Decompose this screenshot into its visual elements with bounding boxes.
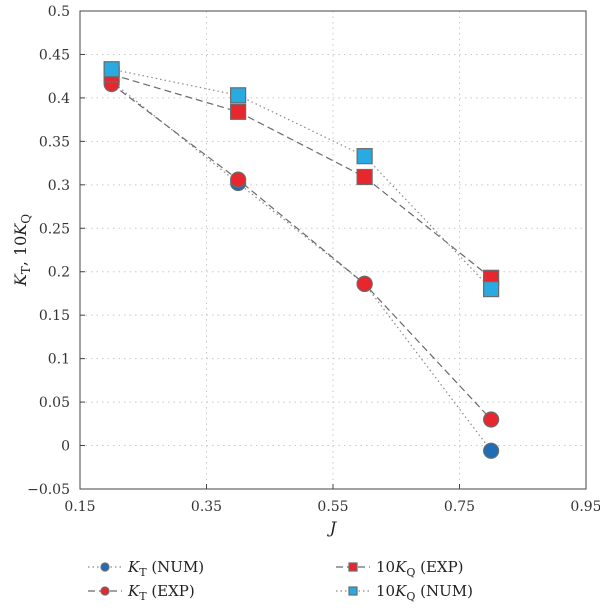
y-label-k: K <box>11 273 30 287</box>
y-tick-label: 0.45 <box>39 47 70 63</box>
x-tick-label: 0.55 <box>317 499 348 515</box>
series-1-point <box>356 275 373 292</box>
y-tick-label: −0.05 <box>27 482 70 498</box>
legend-item-2: 10KQ (EXP) <box>336 558 464 579</box>
y-label-k2: K <box>11 223 30 237</box>
series-3-point <box>483 281 500 298</box>
y-tick-label: 0.4 <box>48 91 70 107</box>
ticks: 0.15 0.35 0.55 0.75 0.95 −0.05 0 0.05 0.1 0.15 0.2… <box>27 4 600 515</box>
x-tick-label: 0.35 <box>191 499 222 515</box>
legend-label: KT (NUM) <box>127 558 204 579</box>
series-line-2 <box>111 73 492 279</box>
series-layer <box>103 61 500 459</box>
series-3-point <box>356 148 373 165</box>
series-3-point <box>230 87 247 104</box>
legend-label: KT (EXP) <box>127 582 195 603</box>
legend-marker <box>348 586 358 596</box>
y-tick-label: 0.1 <box>48 352 70 368</box>
x-tick-label: 0.95 <box>570 499 600 515</box>
series-line-3 <box>111 68 492 290</box>
y-axis-label: KT, 10KQ <box>11 214 33 287</box>
legend-label: 10KQ (NUM) <box>376 582 473 603</box>
x-axis-label: J <box>327 518 338 537</box>
y-tick-label: 0.5 <box>48 4 70 20</box>
y-label-sub-q: Q <box>19 214 33 224</box>
y-tick-label: 0.2 <box>48 265 70 281</box>
y-tick-label: 0.05 <box>39 395 70 411</box>
y-tick-label: 0.25 <box>39 221 70 237</box>
legend-marker <box>348 562 358 572</box>
x-tick-label: 0.75 <box>444 499 475 515</box>
y-tick-label: 0.15 <box>39 308 70 324</box>
x-tick-label: 0.15 <box>64 499 95 515</box>
legend-marker <box>100 562 110 572</box>
series-1-point <box>483 411 500 428</box>
series-line-0 <box>111 80 492 452</box>
y-label-sub-t: T <box>19 266 33 274</box>
legend-label: 10KQ (EXP) <box>376 558 464 579</box>
y-tick-label: 0 <box>61 439 70 455</box>
legend: KT (NUM) 10KQ (EXP) KT (EXP) 10KQ (NUM) <box>88 558 473 603</box>
grid <box>80 11 586 489</box>
series-1-point <box>230 171 247 188</box>
y-label-sep: , 10 <box>11 236 30 267</box>
y-tick-label: 0.3 <box>48 178 70 194</box>
series-2-point <box>356 168 373 186</box>
legend-marker <box>100 586 110 596</box>
series-3-point <box>103 61 120 78</box>
series-line-1 <box>111 83 492 420</box>
series-0-point <box>483 442 500 459</box>
y-tick-label: 0.35 <box>39 134 70 150</box>
legend-item-3: 10KQ (NUM) <box>336 582 473 603</box>
legend-item-1: KT (EXP) <box>88 582 195 603</box>
legend-item-0: KT (NUM) <box>88 558 204 579</box>
series-2-point <box>230 103 247 120</box>
